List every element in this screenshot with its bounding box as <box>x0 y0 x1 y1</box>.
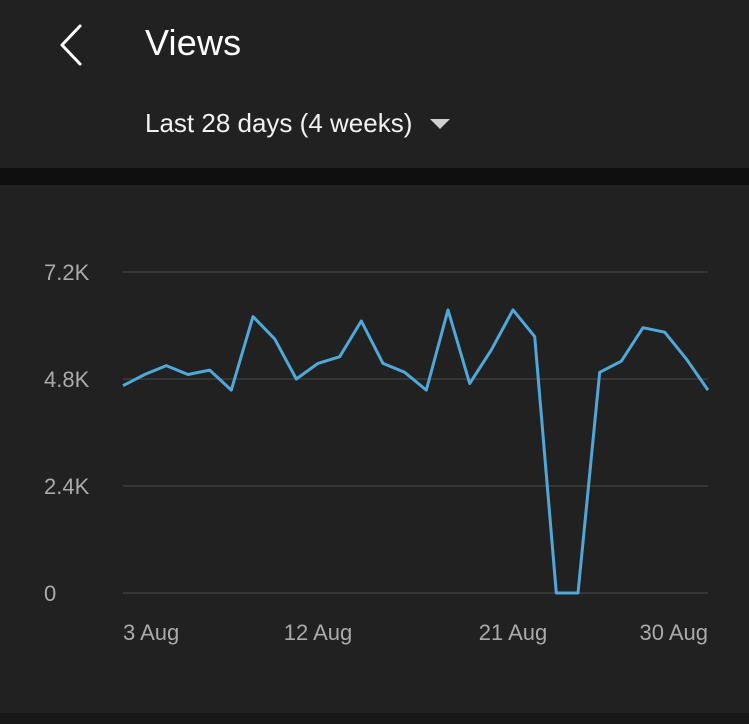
y-tick-label: 7.2K <box>44 260 90 285</box>
views-chart: 7.2K 4.8K 2.4K 0 3 Aug 12 Aug 21 Aug 30 Aug <box>0 185 749 713</box>
section-divider <box>0 168 749 185</box>
x-tick-label: 21 Aug <box>479 620 548 645</box>
back-button[interactable] <box>52 22 92 68</box>
header-bar: Views Last 28 days (4 weeks) <box>0 0 749 168</box>
y-tick-label: 2.4K <box>44 474 90 499</box>
y-tick-label: 0 <box>44 581 56 606</box>
caret-down-icon <box>430 118 451 129</box>
x-tick-label: 3 Aug <box>123 620 179 645</box>
x-tick-label: 30 Aug <box>639 620 708 645</box>
page-title: Views <box>145 22 242 63</box>
date-range-label: Last 28 days (4 weeks) <box>145 108 413 138</box>
y-tick-label: 4.8K <box>44 367 90 392</box>
views-series-line <box>122 308 710 595</box>
chevron-left-icon <box>60 24 82 66</box>
views-line-chart: 7.2K 4.8K 2.4K 0 3 Aug 12 Aug 21 Aug 30 Aug <box>44 260 710 645</box>
bottom-divider <box>0 713 749 724</box>
date-range-dropdown[interactable]: Last 28 days (4 weeks) <box>145 108 451 139</box>
x-tick-label: 12 Aug <box>284 620 353 645</box>
